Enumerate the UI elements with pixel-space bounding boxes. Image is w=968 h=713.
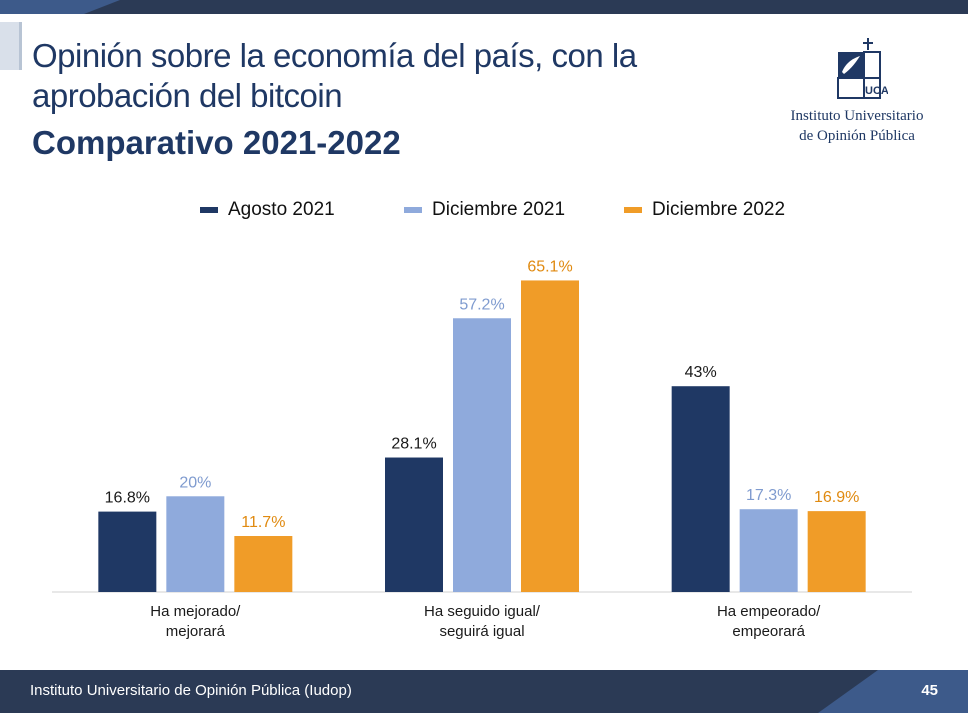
bar-diciembre-2022-1 xyxy=(234,536,293,592)
chart-legend: Agosto 2021 Diciembre 2021 Diciembre 202… xyxy=(0,196,968,224)
footer: Instituto Universitario de Opinión Públi… xyxy=(0,670,968,713)
category-label-line: Ha seguido igual/ xyxy=(424,603,541,620)
bar-agosto-2021-1 xyxy=(98,511,157,592)
footer-accent xyxy=(818,670,968,713)
page-number: 45 xyxy=(921,682,938,699)
legend-swatch-diciembre-2021 xyxy=(404,207,422,213)
legend-item-agosto-2021: Agosto 2021 xyxy=(200,196,335,224)
legend-label-diciembre-2021: Diciembre 2021 xyxy=(432,199,566,220)
page-title: Opinión sobre la economía del país, con … xyxy=(32,37,637,114)
title-accent-bar xyxy=(0,22,22,70)
category-label-2: Ha seguido igual/seguirá igual xyxy=(424,603,541,640)
bar-diciembre-2021-1 xyxy=(166,496,225,592)
top-band xyxy=(0,0,968,14)
bar-diciembre-2022-2 xyxy=(521,280,579,592)
uca-seal-icon: UCA xyxy=(837,38,888,99)
logo-name-line2: de Opinión Pública xyxy=(799,128,915,144)
data-label-diciembre-2021-1: 20% xyxy=(179,474,211,491)
legend-item-diciembre-2021: Diciembre 2021 xyxy=(404,196,565,224)
bar-diciembre-2022-3 xyxy=(807,511,866,592)
bar-agosto-2021-2 xyxy=(385,457,443,592)
legend-label-diciembre-2022: Diciembre 2022 xyxy=(652,199,786,220)
category-label-line: empeorará xyxy=(732,623,805,640)
legend-swatch-diciembre-2022 xyxy=(624,207,642,213)
legend-item-diciembre-2022: Diciembre 2022 xyxy=(624,196,785,224)
data-label-agosto-2021-2: 28.1% xyxy=(391,436,436,453)
bar-diciembre-2021-3 xyxy=(739,509,798,592)
data-label-diciembre-2022-3: 16.9% xyxy=(814,489,859,506)
logo-name-line1: Instituto Universitario xyxy=(790,108,924,124)
iudop-logo: UCA Instituto Universitario de Opinión P… xyxy=(782,36,942,146)
data-label-diciembre-2022-1: 11.7% xyxy=(241,514,285,531)
category-label-3: Ha empeorado/empeorará xyxy=(717,603,821,640)
category-label-line: Ha mejorado/ xyxy=(150,603,241,620)
category-label-line: mejorará xyxy=(166,623,226,640)
data-label-diciembre-2021-3: 17.3% xyxy=(746,487,791,504)
data-label-agosto-2021-3: 43% xyxy=(685,364,717,381)
data-label-diciembre-2021-2: 57.2% xyxy=(459,296,504,313)
footer-text: Instituto Universitario de Opinión Públi… xyxy=(30,682,352,699)
bar-agosto-2021-3 xyxy=(671,386,730,592)
category-label-line: Ha empeorado/ xyxy=(717,603,821,620)
category-label-line: seguirá igual xyxy=(439,623,524,640)
data-label-agosto-2021-1: 16.8% xyxy=(105,490,150,507)
bar-diciembre-2021-2 xyxy=(453,318,511,592)
top-band-accent xyxy=(0,0,120,14)
legend-swatch-agosto-2021 xyxy=(200,207,218,213)
bar-chart: 16.8% 20% 11.7% Ha mejorado/mejorará 28.1% 57… xyxy=(52,258,912,640)
logo-emblem-text: UCA xyxy=(865,85,888,97)
legend-label-agosto-2021: Agosto 2021 xyxy=(228,199,335,220)
category-label-1: Ha mejorado/mejorará xyxy=(150,603,241,640)
page-subtitle: Comparativo 2021-2022 xyxy=(32,124,401,161)
data-label-diciembre-2022-2: 65.1% xyxy=(527,258,572,275)
